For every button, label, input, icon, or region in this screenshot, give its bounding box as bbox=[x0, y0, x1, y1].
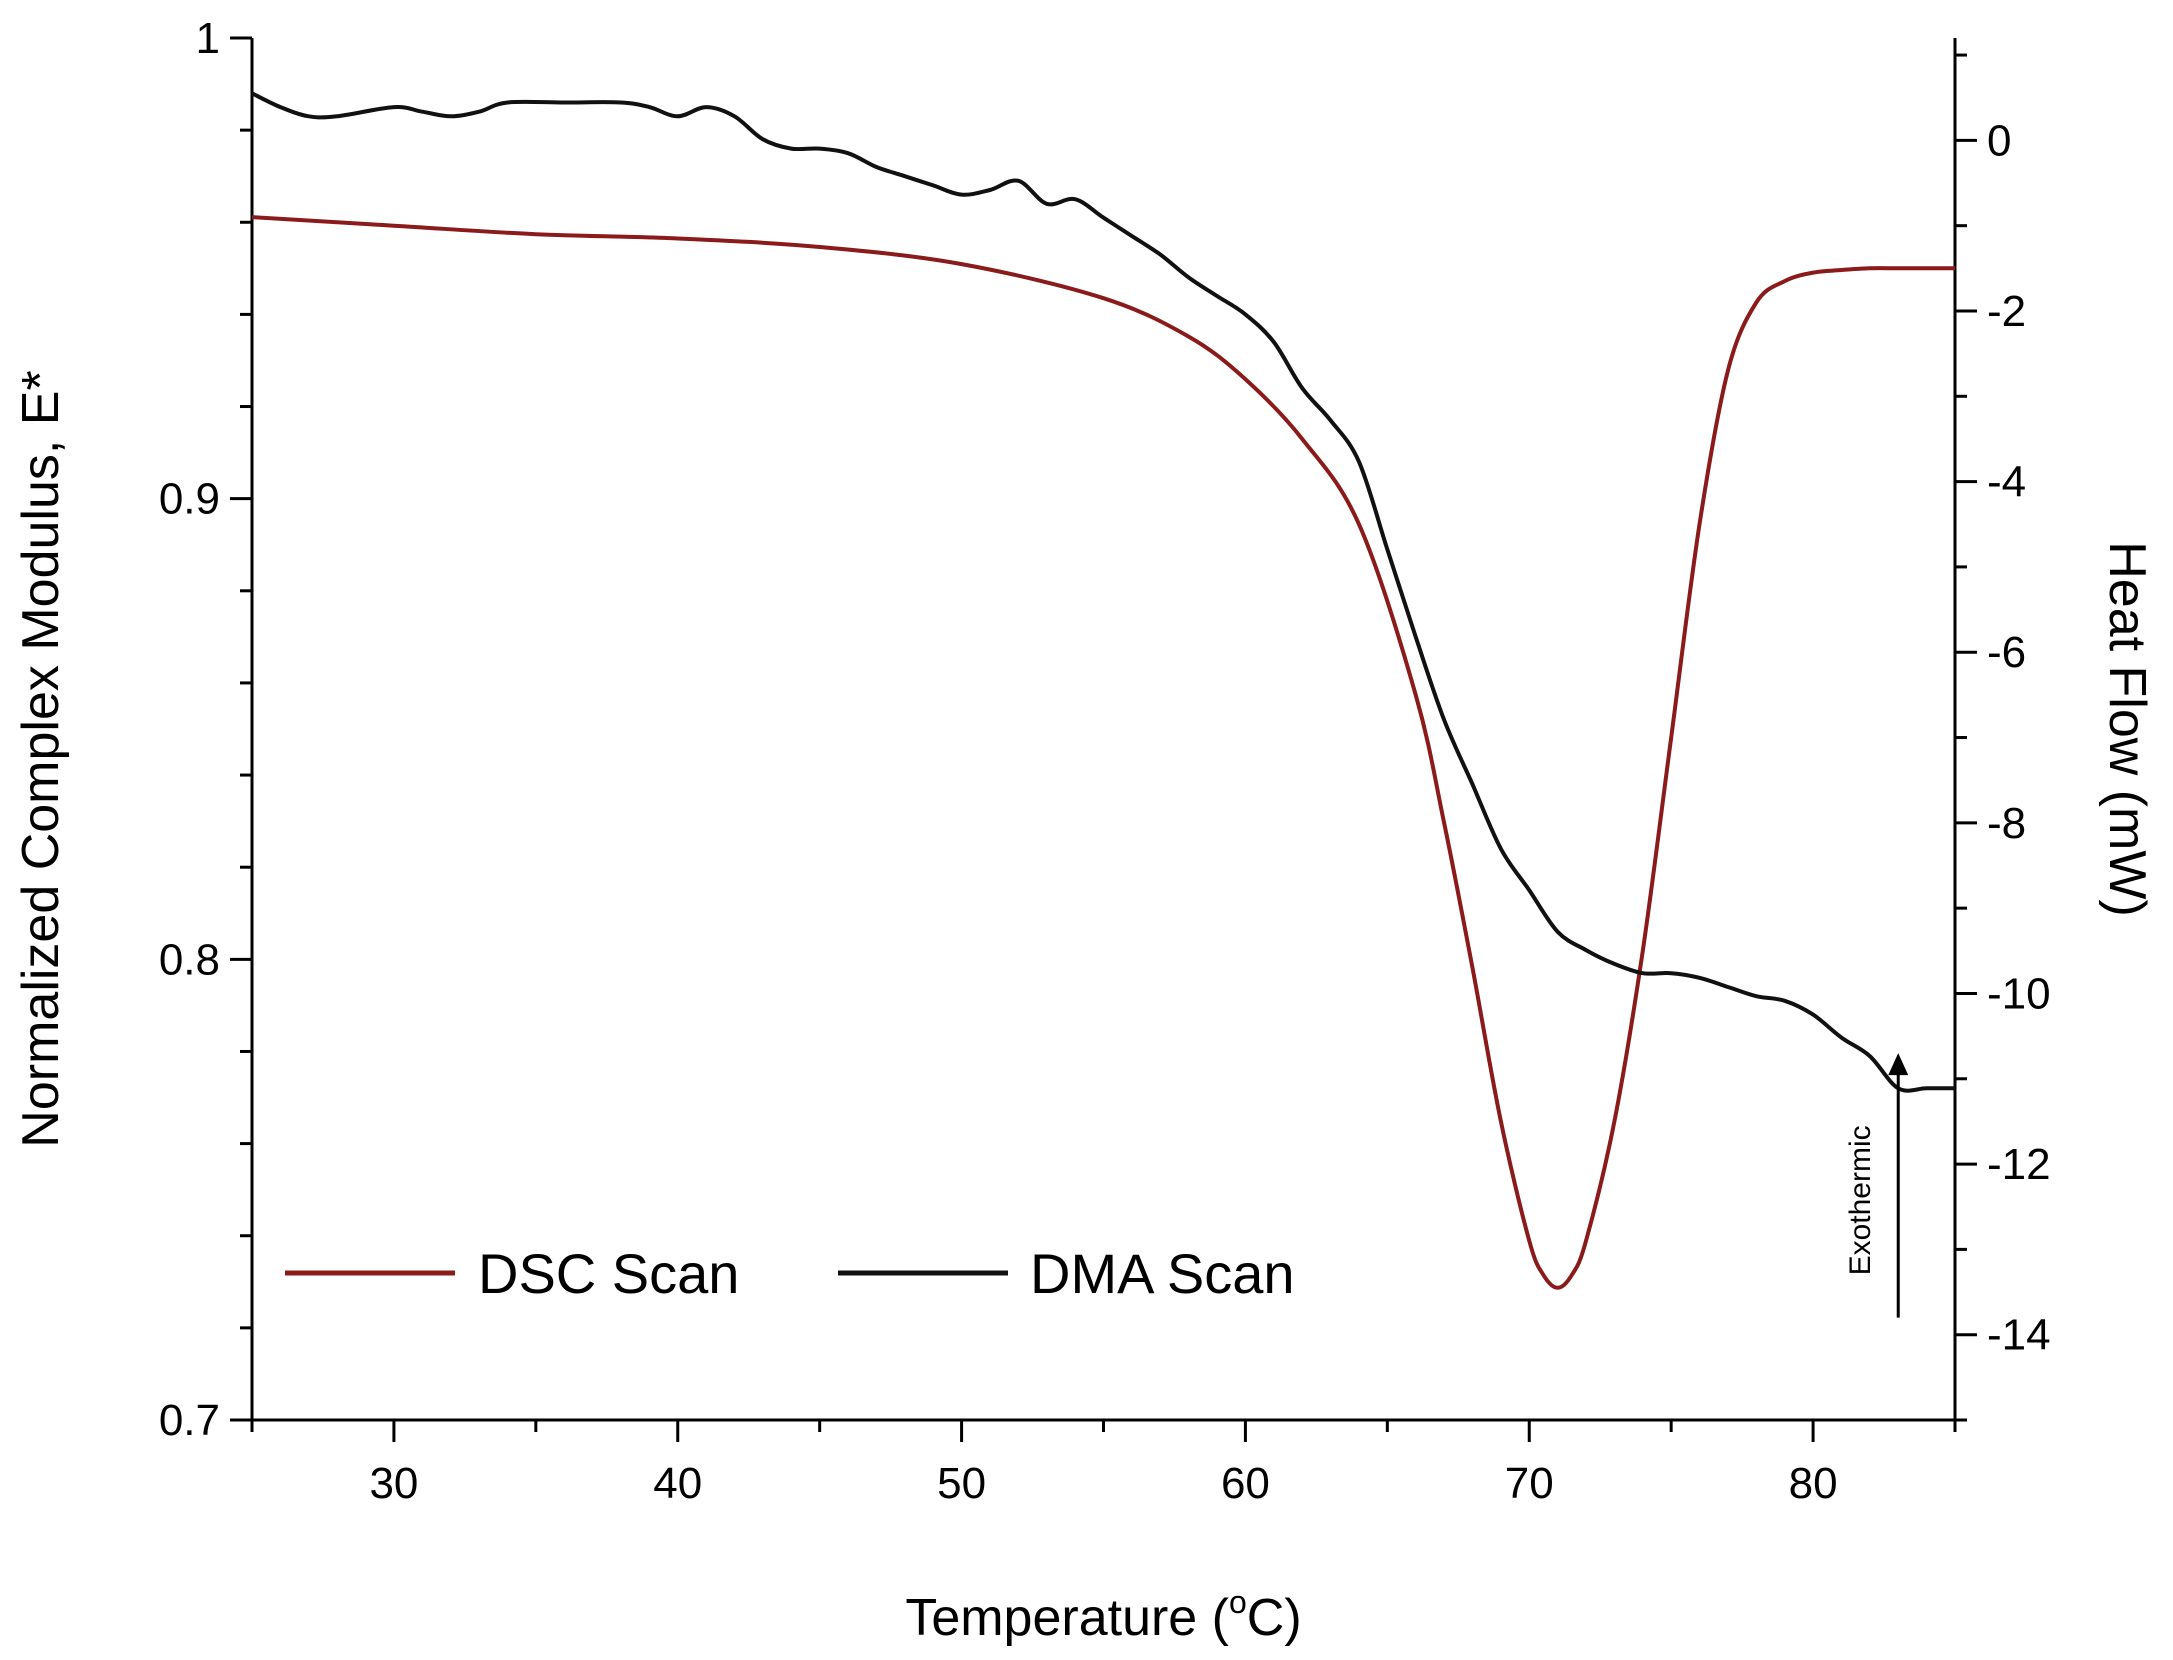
legend-label-dma: DMA Scan bbox=[1030, 1242, 1295, 1305]
x-tick-label: 60 bbox=[1221, 1459, 1270, 1508]
x-axis-title-superscript: o bbox=[1229, 1584, 1247, 1620]
y2-axis-title: Heat Flow (mW) bbox=[2098, 541, 2156, 917]
series-line-dma bbox=[251, 91, 1955, 1093]
exothermic-annotation: Exothermic bbox=[1844, 1053, 1909, 1318]
x-axis-title-part: Temperature ( bbox=[905, 1589, 1229, 1647]
y2-tick-label: -12 bbox=[1987, 1140, 2051, 1189]
series-line-dsc bbox=[251, 215, 1955, 1290]
x-tick-label: 70 bbox=[1505, 1459, 1554, 1508]
y2-tick-label: -10 bbox=[1987, 969, 2051, 1018]
x-tick-label: 40 bbox=[653, 1459, 702, 1508]
series-layer bbox=[251, 91, 1955, 1290]
y-tick-label: 0.9 bbox=[159, 475, 220, 524]
arrow-up-icon bbox=[1888, 1053, 1909, 1076]
y-tick-label: 0.7 bbox=[159, 1396, 220, 1445]
x-tick-label: 30 bbox=[369, 1459, 418, 1508]
y-tick-label: 0.8 bbox=[159, 935, 220, 984]
y-axis-left: 0.7 0.8 0.9 1 bbox=[159, 14, 252, 1445]
x-tick-label: 80 bbox=[1789, 1459, 1838, 1508]
exothermic-label: Exothermic bbox=[1844, 1125, 1877, 1275]
legend: DSC Scan DMA Scan bbox=[285, 1242, 1295, 1305]
y2-tick-label: -4 bbox=[1987, 458, 2026, 507]
y2-tick-label: -2 bbox=[1987, 287, 2026, 336]
x-axis: 30 40 50 60 70 80 bbox=[250, 1420, 1957, 1508]
x-axis-title-part: C) bbox=[1247, 1589, 1302, 1647]
y2-tick-label: 0 bbox=[1987, 116, 2011, 165]
legend-label-dsc: DSC Scan bbox=[478, 1242, 739, 1305]
x-tick-label: 50 bbox=[937, 1459, 986, 1508]
y-tick-label: 1 bbox=[196, 14, 220, 63]
plot-frame bbox=[250, 38, 1957, 1422]
y2-tick-label: -14 bbox=[1987, 1311, 2051, 1360]
x-axis-title: Temperature (oC) bbox=[905, 1584, 1301, 1647]
y2-tick-label: -6 bbox=[1987, 628, 2026, 677]
y2-tick-label: -8 bbox=[1987, 799, 2026, 848]
y-axis-title: Normalized Complex Modulus, E* bbox=[12, 370, 70, 1147]
y-axis-right: 0 -2 -4 -6 -8 -10 -12 -14 bbox=[1955, 53, 2051, 1422]
